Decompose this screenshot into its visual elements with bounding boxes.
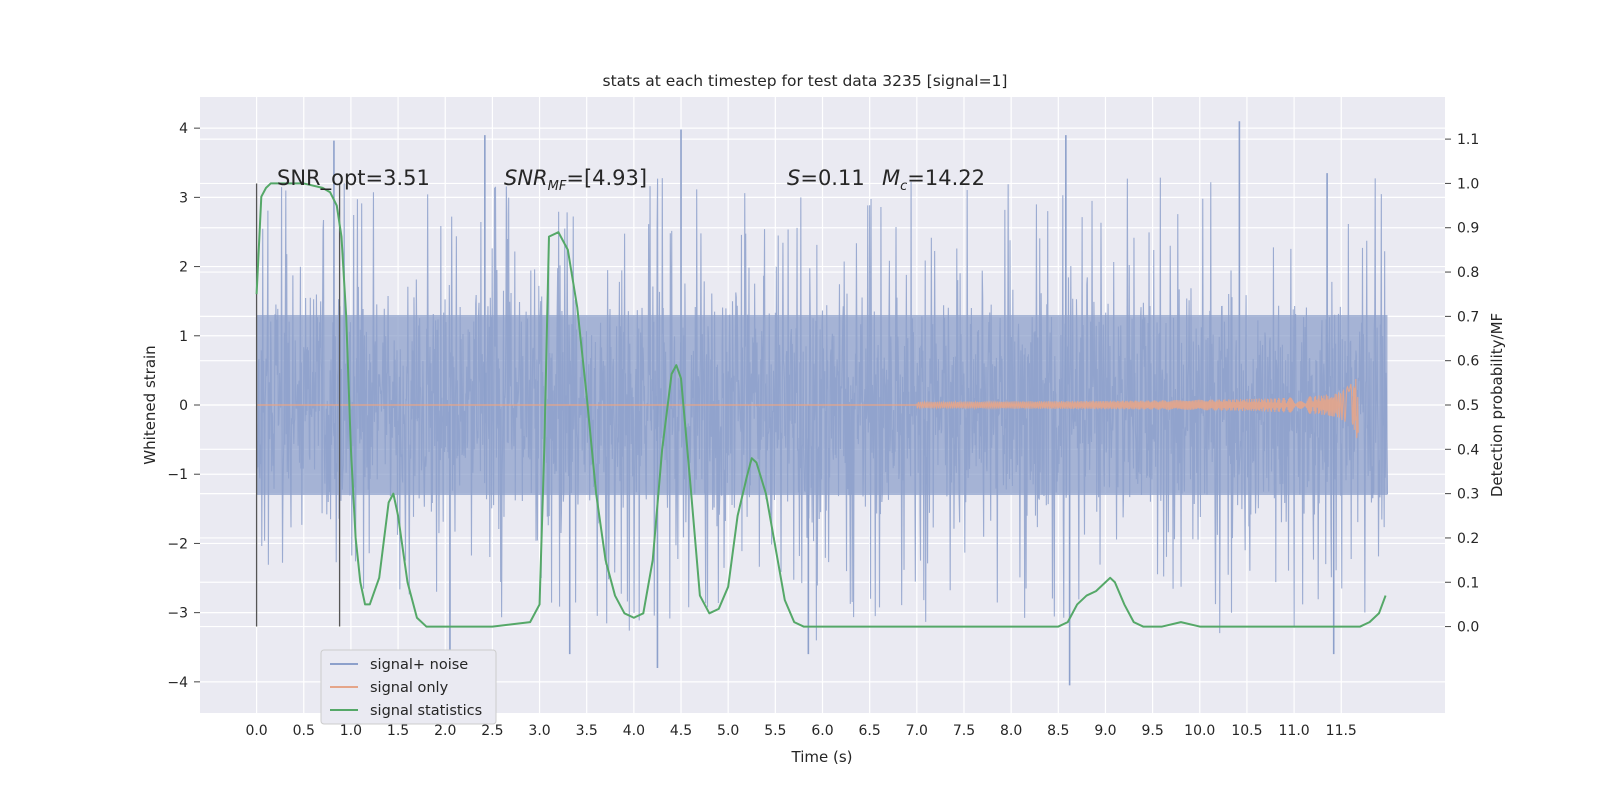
x-tick-label: 7.0: [906, 723, 928, 739]
x-tick-label: 9.5: [1141, 723, 1163, 739]
annotation-s: S=0.11: [787, 166, 865, 190]
signal-statistics-series: [255, 182, 1387, 628]
x-tick-label: 1.0: [340, 723, 362, 739]
y2-tick-label: 0.4: [1457, 442, 1479, 458]
x-tick-label: 5.0: [717, 723, 739, 739]
y2-tick-labels: 0.0 0.1 0.2 0.3 0.4 0.5 0.6 0.7 0.8 0.9 1.0 1.1: [1445, 132, 1479, 636]
y2-axis-label: Detection probability/MF: [1488, 313, 1506, 497]
legend-label-noise: signal+ noise: [370, 657, 468, 673]
x-tick-label: 9.0: [1094, 723, 1116, 739]
y2-tick-label: 0.8: [1457, 265, 1479, 281]
y2-tick-label: 0.5: [1457, 398, 1479, 414]
x-tick-label: 5.5: [764, 723, 786, 739]
signal-statistics-line: [255, 182, 1387, 628]
y-axis-label: Whitened strain: [141, 345, 159, 464]
x-tick-label: 6.0: [811, 723, 833, 739]
y-tick-label: 4: [179, 121, 188, 137]
x-tick-label: 4.5: [670, 723, 692, 739]
x-tick-label: 3.5: [576, 723, 598, 739]
y-tick-label: 2: [179, 260, 188, 276]
legend-label-stats: signal statistics: [370, 703, 482, 719]
annotation-mc: Mc=14.22: [882, 166, 985, 194]
y-tick-label: 3: [179, 190, 188, 206]
annotation-snr-mf: SNRMF=[4.93]: [504, 166, 647, 194]
x-tick-label: 8.5: [1047, 723, 1069, 739]
y-tick-labels: −4 −3 −2 −1 0 1 2 3 4: [167, 121, 200, 691]
y-tick-label: 1: [179, 329, 188, 345]
x-tick-label: 0.0: [245, 723, 267, 739]
legend-box: [320, 649, 497, 725]
y2-tick-label: 0.3: [1457, 487, 1479, 503]
x-axis-label: Time (s): [791, 748, 853, 766]
y2-tick-label: 1.0: [1457, 176, 1479, 192]
x-tick-label: 6.5: [859, 723, 881, 739]
x-tick-label: 11.5: [1326, 723, 1357, 739]
x-tick-labels: 0.0 0.5 1.0 1.5 2.0 2.5 3.0 3.5 4.0 4.5 5.0 5.5 6.0 6…: [245, 723, 1356, 739]
y2-tick-label: 0.9: [1457, 221, 1479, 237]
x-tick-label: 11.0: [1279, 723, 1310, 739]
y2-tick-label: 0.2: [1457, 531, 1479, 547]
y-tick-label: −3: [167, 606, 188, 622]
legend: signal+ noise signal only signal statist…: [320, 649, 497, 725]
y2-tick-label: 0.6: [1457, 354, 1479, 370]
x-tick-label: 7.5: [953, 723, 975, 739]
y2-tick-label: 1.1: [1457, 132, 1479, 148]
x-tick-label: 4.0: [623, 723, 645, 739]
y-tick-label: 0: [179, 398, 188, 414]
x-tick-label: 2.5: [481, 723, 503, 739]
annotation-snr-opt: SNR_opt=3.51: [277, 166, 430, 191]
y-tick-label: −2: [167, 536, 188, 552]
y2-tick-label: 0.0: [1457, 620, 1479, 636]
x-tick-label: 3.0: [528, 723, 550, 739]
legend-label-signal: signal only: [370, 680, 449, 696]
x-tick-label: 8.0: [1000, 723, 1022, 739]
x-tick-label: 10.0: [1184, 723, 1215, 739]
y-tick-label: −1: [167, 467, 188, 483]
y-tick-label: −4: [167, 675, 188, 691]
x-tick-label: 0.5: [293, 723, 315, 739]
vertical-marker-lines: [255, 183, 341, 627]
x-tick-label: 1.5: [387, 723, 409, 739]
y2-tick-label: 0.1: [1457, 575, 1479, 591]
y2-tick-label: 0.7: [1457, 309, 1479, 325]
x-tick-label: 10.5: [1231, 723, 1262, 739]
chart-title: stats at each timestep for test data 323…: [603, 72, 1008, 90]
x-tick-label: 2.0: [434, 723, 456, 739]
signal-only-trace: [916, 379, 1359, 439]
